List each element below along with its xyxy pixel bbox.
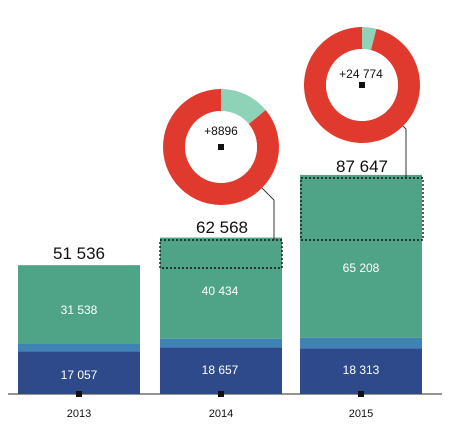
donut-2015-center-marker: [359, 82, 365, 88]
increase-2015-label: +24 774: [339, 67, 383, 81]
donut-2014-main-slice: [162, 89, 279, 205]
donuts-group: [162, 27, 420, 205]
x-tick-2015: 2015: [349, 408, 373, 420]
bar-2014-segment-2: [160, 338, 282, 348]
total-2013-label: 51 536: [53, 244, 105, 263]
bar-2014-segment-1: [160, 347, 282, 394]
bar-2014-segment-3: [160, 237, 282, 339]
x-tick-2013: 2013: [67, 408, 91, 420]
donut-2015-main-slice: [304, 27, 420, 143]
bar-2013-segment-2: [18, 344, 140, 352]
bar-2014-top-label: 40 434: [202, 284, 239, 298]
bar-2015-segment-1: [300, 348, 422, 394]
total-2014-label: 62 568: [196, 218, 248, 237]
bar-2013-bottom-label: 17 057: [61, 368, 98, 382]
bars-group: [18, 174, 422, 397]
bar-2014-bottom-label: 18 657: [202, 363, 239, 377]
bar-2013-segment-1: [18, 351, 140, 394]
bar-2015-top-label: 65 208: [343, 261, 380, 275]
increase-2014-label: +8896: [204, 124, 238, 138]
bar-2015-segment-3: [300, 174, 422, 338]
donut-2014-share-slice: [221, 89, 266, 125]
increase-box-2015: [300, 177, 424, 241]
bar-2015-segment-2: [300, 337, 422, 349]
x-tick-marker-2015: [358, 391, 364, 397]
total-2015-label: 87 647: [336, 157, 388, 176]
bar-2013-top-label: 31 538: [61, 303, 98, 317]
donut-2014-center-marker: [218, 144, 224, 150]
bar-2013-segment-3: [18, 265, 140, 345]
x-tick-marker-2014: [218, 391, 224, 397]
x-tick-marker-2013: [76, 391, 82, 397]
x-tick-2014: 2014: [209, 408, 233, 420]
bar-2015-bottom-label: 18 313: [343, 363, 380, 377]
donut-2015-share-slice: [362, 27, 377, 51]
increase-box-2014: [159, 239, 283, 269]
